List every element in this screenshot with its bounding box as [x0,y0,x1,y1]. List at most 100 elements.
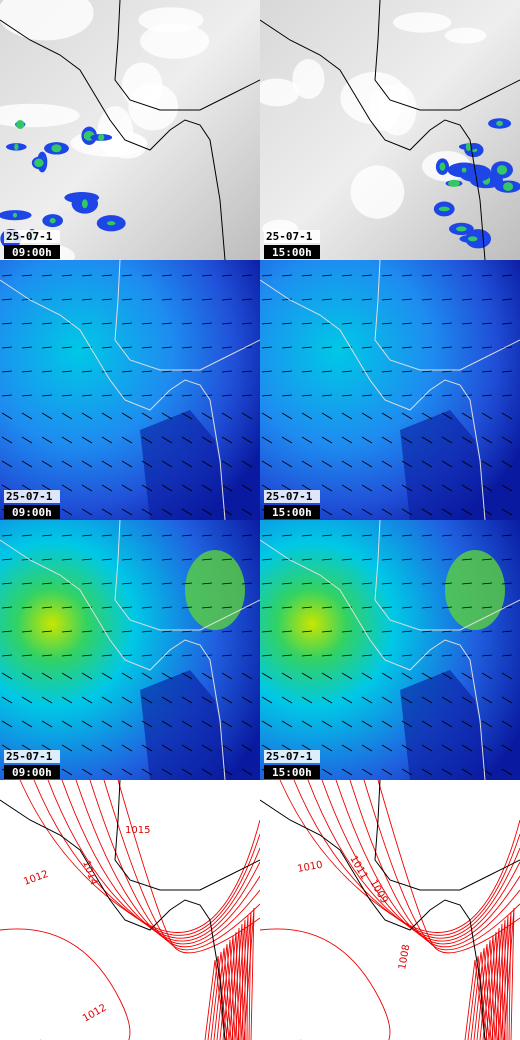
cloud [350,165,405,219]
wind-arrow [421,508,433,516]
time-label: 15:00h [272,246,312,259]
wind-arrow [421,412,433,420]
wind-arrow [361,394,373,397]
wind-arrow [121,460,133,468]
wind-arrow [281,582,293,585]
isobar [234,919,246,1040]
wind-arrow [61,370,73,373]
wind-arrow [501,274,513,277]
wind-arrow [1,654,13,657]
contour-label: 1015 [125,825,150,836]
wind-arrow [321,630,333,633]
wind-arrow [41,298,53,301]
wind-arrow [221,606,233,609]
wind-arrow [141,298,153,301]
wind-arrow [401,696,413,704]
high-speed-area [445,550,505,630]
wind-arrow [321,298,333,301]
wind-arrow [501,696,513,704]
wind-arrow [141,508,153,516]
wind-arrow [461,508,473,516]
date-label: 25-07-1 [266,750,313,763]
wind-arrow [1,394,13,397]
wind-arrow [501,298,513,301]
contour-label: 1010 [297,860,324,875]
wind-arrow [361,460,373,468]
wind-arrow [401,558,413,561]
wind-arrow [301,412,313,420]
wind-arrow [301,720,313,728]
wind-arrow [121,436,133,444]
wind-arrow [21,720,33,728]
wind-arrow [301,606,313,609]
wind-arrow [1,274,13,277]
wind-arrow [261,582,273,585]
wind-arrow [41,606,53,609]
wind-arrow [1,630,13,633]
wind-arrow [281,370,293,373]
wind-arrow [181,484,193,492]
isobar [228,927,242,1040]
wind-arrow [361,274,373,277]
cloud [140,23,210,59]
wind-arrow [381,322,393,325]
wind-arrow [401,322,413,325]
isobar [219,939,236,1040]
wind-arrow [181,534,193,537]
date-box [264,230,320,243]
wind-arrow [41,558,53,561]
wind-arrow [81,394,93,397]
wind-arrow [181,558,193,561]
wind-arrow [481,322,493,325]
wind-arrow [121,672,133,680]
wind-arrow [121,582,133,585]
wind-arrow [401,394,413,397]
wind-arrow [81,654,93,657]
coastline [0,799,226,1040]
wind-arrow [501,558,513,561]
wind-arrow [501,768,513,776]
wind-arrow [321,484,333,492]
wind-arrow [161,630,173,633]
wind-arrow [241,274,253,277]
wind-arrow [101,630,113,633]
wind-arrow [281,672,293,680]
wind-arrow [101,412,113,420]
wind-arrow [1,412,13,420]
isobar [61,780,260,942]
rain-core [503,182,514,191]
wind-arrow [461,720,473,728]
wind-arrow [401,508,413,516]
wind-arrow [141,558,153,561]
wind-arrow [101,696,113,704]
wind-arrow [461,370,473,373]
isobar [210,951,230,1040]
wind-arrow [381,582,393,585]
wind-arrow [421,744,433,752]
wind-arrow [41,394,53,397]
isobar [89,780,260,948]
isobar [117,780,260,954]
wind-arrow [381,436,393,444]
wind-arrow [401,630,413,633]
wind-arrow [441,558,453,561]
wind-arrow [441,534,453,537]
wind-arrow [161,558,173,561]
wind-arrow [121,484,133,492]
wind-arrow [441,274,453,277]
wind-arrow [281,274,293,277]
isobar [503,907,515,1040]
wind-arrow [101,484,113,492]
wind-arrow [501,484,513,492]
wind-arrow [261,298,273,301]
wind-arrow [461,606,473,609]
isobar [103,780,260,951]
wind-arrow [161,346,173,349]
wind-arrow [221,346,233,349]
wind-arrow [441,672,453,680]
wind-arrow [341,394,353,397]
wind-arrow [441,484,453,492]
wind-arrow [81,322,93,325]
wind-arrow [381,412,393,420]
wind-arrow [121,606,133,609]
